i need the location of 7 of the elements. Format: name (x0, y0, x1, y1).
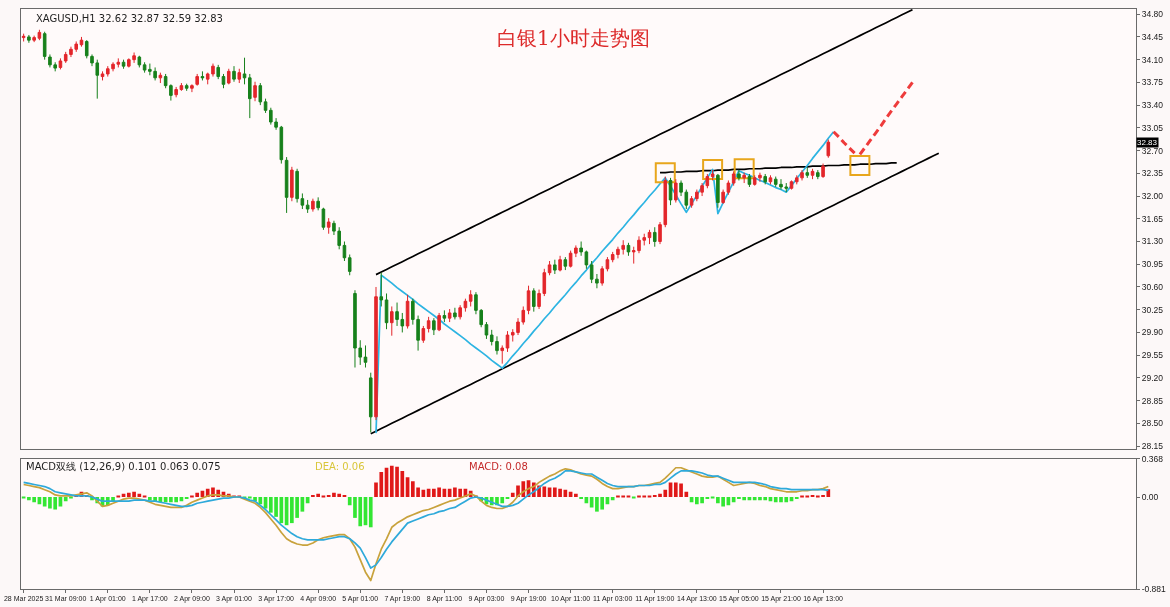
y-tick-label: -0.881 (1141, 583, 1167, 594)
annotation: MACD双线 (12,26,9) 0.101 0.063 0.075 (26, 461, 221, 472)
annotation: MACD: 0.08 (469, 461, 528, 472)
y-tick-label: 0.368 (1141, 453, 1164, 464)
y-tick-label: 0.00 (1141, 491, 1159, 502)
annotation: DEA: 0.06 (315, 461, 365, 472)
y-tick-label: 28.15 (1141, 441, 1164, 452)
